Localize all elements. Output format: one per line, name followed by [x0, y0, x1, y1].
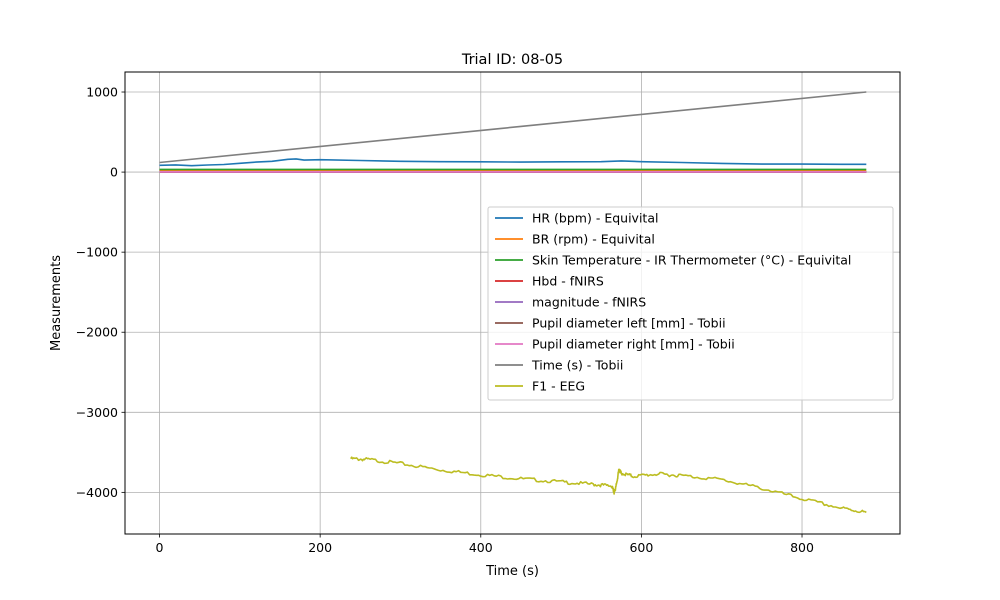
- legend-label: HR (bpm) - Equivital: [532, 211, 658, 226]
- y-tick-label: −4000: [76, 485, 118, 500]
- legend-label: Time (s) - Tobii: [531, 358, 623, 373]
- legend: HR (bpm) - Equivital BR (rpm) - Equivital…: [487, 206, 894, 401]
- legend-label: Pupil diameter left [mm] - Tobii: [532, 316, 726, 331]
- legend-label: Pupil diameter right [mm] - Tobii: [532, 337, 735, 352]
- x-tick-label: 800: [790, 540, 814, 555]
- chart-title: Trial ID: 08-05: [461, 52, 563, 68]
- legend-label: Skin Temperature - IR Thermometer (°C) -…: [532, 253, 851, 268]
- plot-area-frame: [124, 71, 901, 535]
- x-tick-label: 600: [629, 540, 653, 555]
- x-tick-label: 200: [308, 540, 332, 555]
- y-tick-label: 0: [110, 165, 118, 180]
- y-axis: −4000 −3000 −2000 −1000 0 1000: [76, 85, 125, 500]
- y-axis-label: Measurements: [49, 255, 64, 351]
- legend-label: Hbd - fNIRS: [532, 274, 604, 289]
- y-tick-label: −1000: [76, 245, 118, 260]
- legend-label: magnitude - fNIRS: [532, 295, 646, 310]
- y-tick-label: 1000: [86, 85, 118, 100]
- x-axis: 0 200 400 600 800: [156, 534, 814, 555]
- legend-label: BR (rpm) - Equivital: [532, 232, 655, 247]
- series-lines: [159, 91, 867, 514]
- legend-box: [487, 206, 894, 401]
- x-tick-label: 0: [156, 540, 164, 555]
- legend-label: F1 - EEG: [532, 379, 585, 394]
- y-tick-label: −2000: [76, 325, 118, 340]
- series-line: [159, 158, 867, 167]
- series-line: [350, 456, 867, 514]
- x-axis-label: Time (s): [485, 564, 539, 579]
- series-line: [159, 91, 867, 164]
- y-tick-label: −3000: [76, 405, 118, 420]
- x-tick-label: 400: [469, 540, 493, 555]
